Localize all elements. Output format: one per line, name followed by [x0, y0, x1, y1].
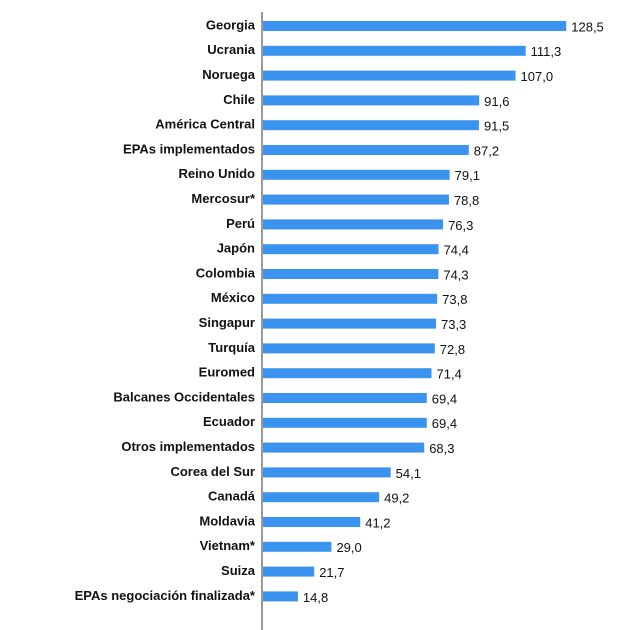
category-label: Ucrania — [207, 42, 255, 57]
category-label: Japón — [217, 241, 255, 256]
value-label: 128,5 — [571, 19, 604, 34]
bar — [263, 318, 436, 329]
value-label: 73,3 — [441, 317, 466, 332]
bar — [263, 541, 332, 552]
value-label: 74,3 — [443, 267, 468, 282]
bar — [263, 591, 298, 602]
value-label: 87,2 — [474, 143, 499, 158]
category-label: Canadá — [208, 489, 256, 504]
bar — [263, 368, 432, 379]
category-label: Euromed — [199, 365, 255, 380]
category-label: Reino Unido — [178, 166, 255, 181]
bar — [263, 343, 435, 354]
value-label: 69,4 — [432, 416, 457, 431]
value-label: 68,3 — [429, 441, 454, 456]
bar — [263, 95, 480, 106]
bar — [263, 45, 526, 56]
category-label: México — [211, 290, 255, 305]
category-label: Turquía — [208, 340, 255, 355]
category-label: EPAs implementados — [123, 141, 255, 156]
category-label: Singapur — [199, 315, 255, 330]
bar — [263, 145, 469, 155]
bar — [263, 194, 449, 205]
value-label: 78,8 — [454, 193, 479, 208]
value-label: 111,3 — [531, 44, 562, 59]
category-label: Perú — [226, 216, 255, 231]
bar — [263, 293, 438, 304]
value-label: 49,2 — [384, 491, 409, 506]
bar — [263, 492, 380, 503]
category-label: Georgia — [206, 17, 256, 32]
value-label: 21,7 — [319, 565, 344, 580]
bar — [263, 269, 439, 279]
value-label: 91,5 — [484, 119, 509, 134]
bar — [263, 219, 444, 230]
value-label: 91,6 — [484, 94, 509, 109]
bar — [263, 70, 516, 81]
value-label: 72,8 — [440, 342, 465, 357]
value-label: 41,2 — [365, 515, 390, 530]
category-label: Ecuador — [203, 414, 255, 429]
category-label: Noruega — [202, 67, 256, 82]
bar — [263, 120, 479, 131]
value-label: 54,1 — [396, 466, 421, 481]
value-label: 73,8 — [442, 292, 467, 307]
bar — [263, 517, 361, 527]
category-label: Suiza — [221, 563, 256, 578]
category-label: Corea del Sur — [170, 464, 255, 479]
bar — [263, 442, 425, 453]
bar — [263, 169, 450, 180]
value-label: 107,0 — [521, 69, 554, 84]
bar — [263, 566, 315, 577]
category-label: Chile — [223, 92, 255, 107]
category-label: EPAs negociación finalizada* — [75, 588, 256, 603]
value-label: 69,4 — [432, 391, 457, 406]
bar — [263, 417, 427, 428]
category-label: Colombia — [196, 265, 256, 280]
value-label: 74,4 — [444, 243, 469, 258]
value-label: 14,8 — [303, 590, 328, 605]
category-label: América Central — [155, 117, 255, 132]
category-label: Mercosur* — [191, 191, 256, 206]
value-label: 79,1 — [455, 168, 480, 183]
bar — [263, 21, 567, 31]
value-label: 29,0 — [336, 540, 361, 555]
category-label: Otros implementados — [121, 439, 255, 454]
category-label: Balcanes Occidentales — [113, 389, 255, 404]
value-label: 76,3 — [448, 218, 473, 233]
bar — [263, 467, 391, 478]
bar — [263, 393, 427, 403]
value-label: 71,4 — [437, 367, 462, 382]
bar — [263, 244, 439, 255]
category-label: Moldavia — [199, 513, 255, 528]
category-label: Vietnam* — [200, 538, 256, 553]
